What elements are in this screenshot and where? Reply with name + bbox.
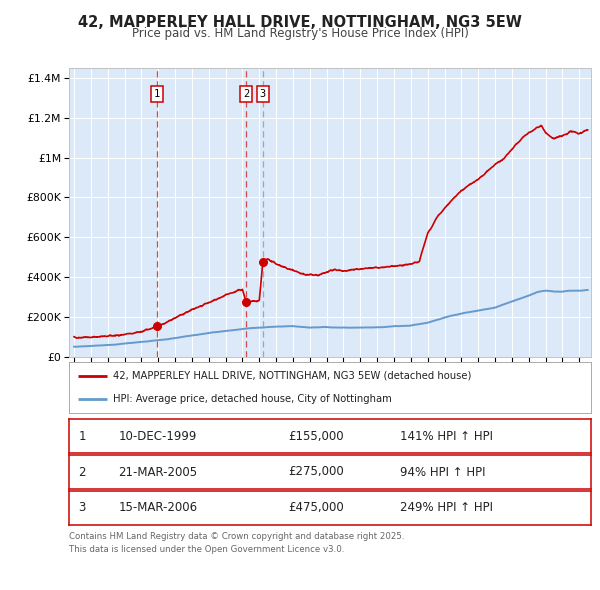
Text: £475,000: £475,000	[288, 502, 344, 514]
Text: 94% HPI ↑ HPI: 94% HPI ↑ HPI	[400, 466, 486, 478]
Text: 21-MAR-2005: 21-MAR-2005	[119, 466, 198, 478]
Text: Price paid vs. HM Land Registry's House Price Index (HPI): Price paid vs. HM Land Registry's House …	[131, 27, 469, 40]
Text: 42, MAPPERLEY HALL DRIVE, NOTTINGHAM, NG3 5EW (detached house): 42, MAPPERLEY HALL DRIVE, NOTTINGHAM, NG…	[113, 371, 472, 381]
Text: 249% HPI ↑ HPI: 249% HPI ↑ HPI	[400, 502, 493, 514]
Text: 2: 2	[79, 466, 86, 478]
Text: This data is licensed under the Open Government Licence v3.0.: This data is licensed under the Open Gov…	[69, 545, 344, 553]
Text: 15-MAR-2006: 15-MAR-2006	[119, 502, 198, 514]
Text: 2: 2	[243, 89, 249, 99]
Text: £155,000: £155,000	[288, 430, 344, 442]
Text: HPI: Average price, detached house, City of Nottingham: HPI: Average price, detached house, City…	[113, 394, 392, 404]
Text: 1: 1	[79, 430, 86, 442]
Text: Contains HM Land Registry data © Crown copyright and database right 2025.: Contains HM Land Registry data © Crown c…	[69, 532, 404, 540]
Text: 141% HPI ↑ HPI: 141% HPI ↑ HPI	[400, 430, 493, 442]
Text: £275,000: £275,000	[288, 466, 344, 478]
Text: 1: 1	[154, 89, 160, 99]
Text: 10-DEC-1999: 10-DEC-1999	[119, 430, 197, 442]
Text: 3: 3	[79, 502, 86, 514]
Text: 42, MAPPERLEY HALL DRIVE, NOTTINGHAM, NG3 5EW: 42, MAPPERLEY HALL DRIVE, NOTTINGHAM, NG…	[78, 15, 522, 30]
Text: 3: 3	[260, 89, 266, 99]
